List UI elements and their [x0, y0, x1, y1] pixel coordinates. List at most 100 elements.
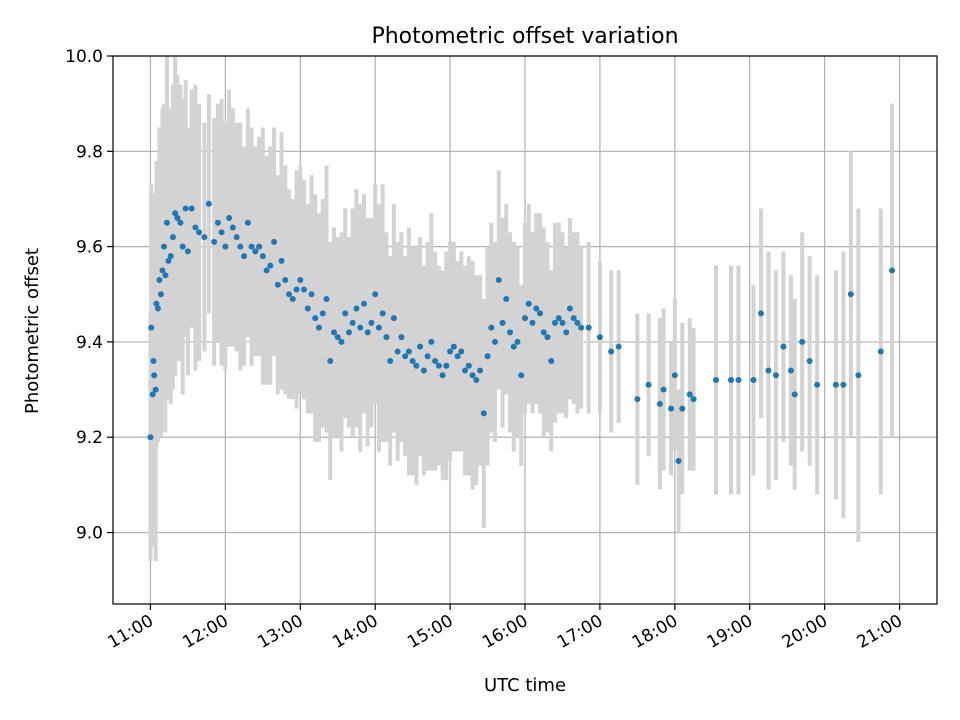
data-point — [323, 296, 330, 303]
data-point — [214, 219, 221, 226]
data-point — [409, 357, 416, 364]
data-point — [495, 276, 502, 283]
data-point — [750, 377, 757, 384]
data-point — [188, 205, 195, 212]
data-point — [551, 319, 558, 326]
data-point — [615, 343, 622, 350]
data-point — [596, 334, 603, 341]
data-point — [480, 410, 487, 417]
data-point — [252, 248, 259, 255]
data-point — [345, 329, 352, 336]
data-point — [357, 324, 364, 331]
errorbar-series — [148, 56, 895, 562]
data-point — [735, 377, 742, 384]
data-point — [297, 276, 304, 283]
data-point — [267, 262, 274, 269]
data-point — [233, 234, 240, 241]
data-point — [799, 338, 806, 345]
x-axis-title: UTC time — [484, 675, 566, 696]
data-point — [308, 291, 315, 298]
data-point — [278, 257, 285, 264]
data-point — [241, 253, 248, 260]
x-tick-label: 13:00 — [254, 611, 306, 653]
data-point — [360, 300, 367, 307]
data-point — [765, 367, 772, 374]
x-tick-label: 21:00 — [854, 611, 906, 653]
data-point — [518, 372, 525, 379]
data-point — [256, 243, 263, 250]
data-point — [578, 324, 585, 331]
data-point — [514, 338, 521, 345]
data-point — [432, 357, 439, 364]
data-point — [177, 219, 184, 226]
data-point — [327, 357, 334, 364]
data-point — [574, 319, 581, 326]
data-point — [728, 377, 734, 384]
data-point — [668, 405, 675, 412]
data-point — [544, 334, 551, 341]
data-point — [608, 348, 615, 355]
data-point — [492, 338, 499, 345]
data-point — [237, 243, 244, 250]
y-tick-label: 9.2 — [76, 428, 103, 448]
data-point — [656, 400, 663, 407]
data-point — [462, 367, 469, 374]
data-point — [536, 310, 543, 317]
data-point — [645, 381, 652, 388]
data-point — [559, 319, 566, 326]
data-point — [379, 310, 386, 317]
data-point — [334, 334, 341, 341]
data-point — [368, 319, 375, 326]
data-point — [211, 238, 218, 245]
data-point — [159, 267, 166, 274]
data-point — [585, 324, 592, 331]
data-point — [679, 405, 686, 412]
data-point — [503, 296, 510, 303]
data-point — [507, 329, 514, 336]
data-point — [372, 291, 379, 298]
data-point — [458, 348, 465, 355]
data-point — [450, 343, 457, 350]
data-point — [566, 305, 573, 312]
point-series — [147, 200, 896, 465]
x-tick-label: 12:00 — [179, 611, 231, 653]
x-tick-label: 16:00 — [479, 611, 531, 653]
data-point — [342, 310, 349, 317]
data-point — [289, 296, 296, 303]
data-point — [182, 205, 189, 212]
data-point — [383, 334, 390, 341]
data-point — [301, 286, 308, 293]
data-point — [757, 310, 764, 317]
data-point — [263, 267, 270, 274]
data-point — [443, 362, 450, 369]
data-point — [832, 381, 839, 388]
data-point — [248, 243, 255, 250]
data-point — [402, 353, 409, 360]
x-tick-label: 11:00 — [105, 611, 157, 653]
data-point — [218, 229, 225, 236]
data-point — [671, 372, 678, 379]
data-point — [293, 286, 300, 293]
data-point — [196, 229, 203, 236]
data-point — [417, 343, 424, 350]
data-point — [814, 381, 821, 388]
data-point — [484, 353, 491, 360]
x-tick-label: 19:00 — [704, 611, 756, 653]
data-point — [847, 291, 854, 298]
data-point — [780, 343, 787, 350]
data-point — [548, 357, 555, 364]
data-point — [787, 367, 794, 374]
data-point — [316, 324, 322, 331]
data-point — [271, 238, 278, 245]
data-point — [167, 253, 174, 260]
data-point — [690, 396, 697, 403]
data-point — [390, 315, 397, 322]
data-point — [151, 372, 158, 379]
data-point — [160, 243, 167, 250]
data-point — [877, 348, 884, 355]
data-point — [889, 267, 896, 274]
data-point — [319, 310, 326, 317]
data-point — [473, 377, 480, 384]
data-point — [499, 319, 506, 326]
data-point — [398, 334, 405, 341]
